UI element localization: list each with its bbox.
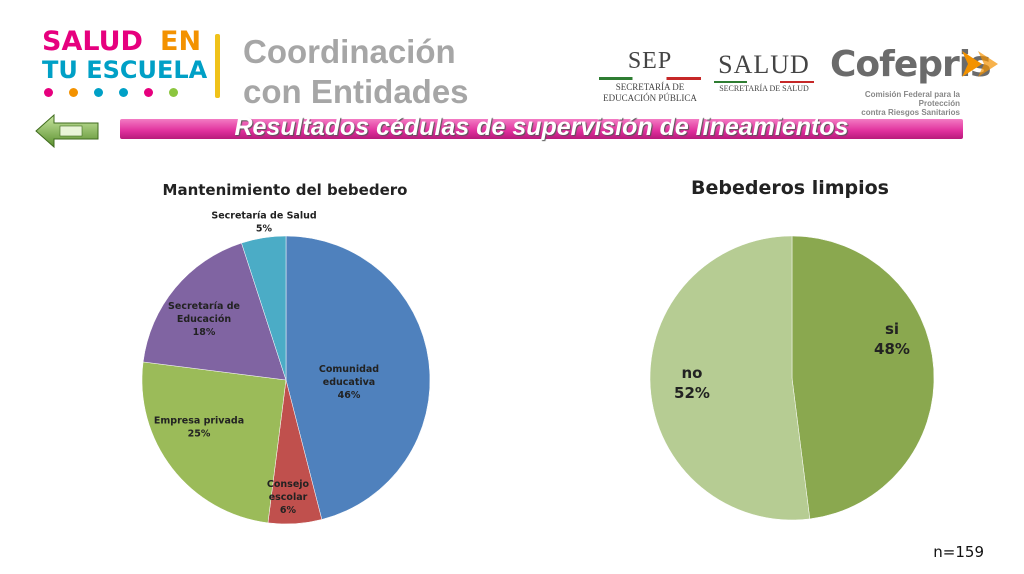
back-button[interactable] <box>34 113 100 149</box>
sep-logo-stripe <box>599 77 701 80</box>
chart1-slice <box>241 235 287 381</box>
salud-en-tu-escuela-logo: SALUD EN TU ESCUELA <box>40 28 220 104</box>
logo-dot <box>144 88 153 97</box>
logo-dot <box>69 88 78 97</box>
salud-logo-stripe <box>714 81 814 83</box>
logo-dot <box>44 88 53 97</box>
cofepris-logo-sub1: Comisión Federal para la Protección <box>864 90 960 108</box>
chart2-slice <box>649 235 811 521</box>
page-title: Coordinación con Entidades <box>243 33 469 110</box>
cofepris-logo: Cofepris Comisión Federal para la Protec… <box>830 44 1010 117</box>
chart2-slice <box>791 235 935 520</box>
sample-size-label: n=159 <box>933 543 984 561</box>
section-banner-title: Resultados cédulas de supervisión de lin… <box>234 113 849 141</box>
logo-word-en: EN <box>160 26 202 57</box>
cofepris-logo-sub2: contra Riesgos Sanitarios <box>861 108 960 117</box>
logo-word-tu-escuela: TU ESCUELA <box>42 56 208 84</box>
logo-dot <box>169 88 178 97</box>
chart1-slice-label: Secretaría de Educación 18% <box>168 301 240 338</box>
salud-logo-sub: SECRETARÍA DE SALUD <box>719 84 809 93</box>
cofepris-arrows-icon <box>962 51 998 77</box>
back-arrow-icon <box>35 113 99 149</box>
chart1-slice <box>142 242 287 381</box>
chart2-title: Bebederos limpios <box>691 177 889 199</box>
logo-dot <box>94 88 103 97</box>
chart2-slice-label: no 52% <box>674 364 710 402</box>
logo-dots <box>44 88 178 97</box>
logo-divider <box>215 34 220 98</box>
chart1-slice-label: Consejo escolar 6% <box>267 479 310 516</box>
cofepris-logo-name: Cofepris <box>830 44 992 85</box>
sep-logo-sub2: EDUCACIÓN PÚBLICA <box>603 93 697 103</box>
chart2-slice-label: si 48% <box>874 320 910 358</box>
chart1-slice-label: Comunidad educativa 46% <box>319 364 379 401</box>
section-banner <box>120 119 963 139</box>
cofepris-logo-sub: Comisión Federal para la Protección cont… <box>830 90 960 117</box>
sep-logo: SEP SECRETARÍA DE EDUCACIÓN PÚBLICA <box>595 48 705 110</box>
chart1-slice <box>285 235 431 520</box>
sep-logo-name: SEP <box>627 48 673 74</box>
chart1-slice-label: Secretaría de Salud 5% <box>211 211 316 235</box>
sep-logo-sub1: SECRETARÍA DE <box>615 82 685 92</box>
chart1-slice-label: Empresa privada 25% <box>154 416 244 440</box>
chart1-title: Mantenimiento del bebedero <box>162 181 408 199</box>
salud-logo-name: SALUD <box>718 50 810 79</box>
logo-dot <box>119 88 128 97</box>
chart1-slice <box>141 361 287 524</box>
salud-logo: SALUD SECRETARÍA DE SALUD <box>712 50 816 93</box>
logo-word-salud: SALUD <box>42 26 143 57</box>
